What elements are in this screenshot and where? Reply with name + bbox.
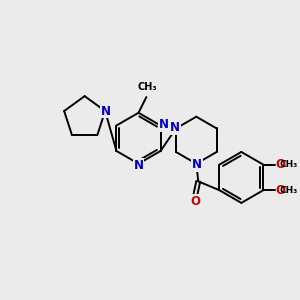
Text: CH₃: CH₃ [280, 160, 298, 169]
Text: O: O [190, 195, 200, 208]
Text: N: N [134, 159, 143, 172]
Text: CH₃: CH₃ [137, 82, 157, 92]
Text: N: N [158, 118, 169, 131]
Text: N: N [192, 158, 202, 171]
Text: CH₃: CH₃ [280, 186, 298, 195]
Text: O: O [275, 184, 285, 197]
Text: N: N [101, 104, 111, 118]
Text: O: O [275, 158, 285, 171]
Text: N: N [170, 121, 180, 134]
